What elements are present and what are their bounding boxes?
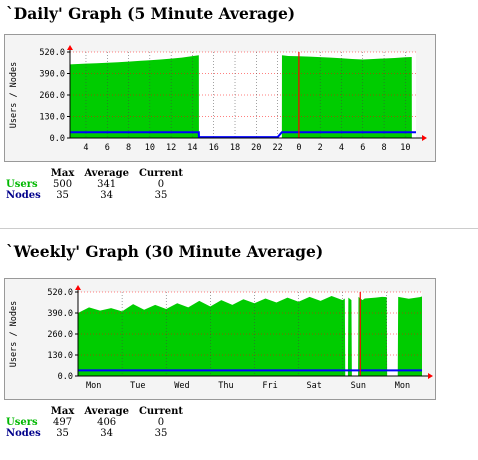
nodes-current: 35 <box>154 190 168 201</box>
x-axis-arrow <box>422 135 427 141</box>
y-axis-label: Users / Nodes <box>9 62 19 129</box>
stats-header-average: Average <box>84 406 129 417</box>
nodes-row-label: Nodes <box>6 428 41 439</box>
stats-header-max: Max <box>50 168 75 179</box>
x-tick-label: 12 <box>166 143 176 153</box>
weekly-stats-table: Max Average Current Users 497 406 0 Node… <box>6 406 188 439</box>
x-tick-label: Sat <box>307 381 322 391</box>
nodes-max: 35 <box>56 428 69 439</box>
x-tick-label: 22 <box>272 143 282 153</box>
nodes-max: 35 <box>56 190 69 201</box>
users-max: 497 <box>53 417 73 428</box>
x-tick-label: 2 <box>318 143 323 153</box>
nodes-row-label: Nodes <box>6 190 41 201</box>
x-tick-label: 16 <box>209 143 219 153</box>
stats-header-average: Average <box>84 168 129 179</box>
users-average: 341 <box>97 179 117 190</box>
y-tick-label: 390.0 <box>39 70 65 80</box>
weekly-graph-chart: 0.0 130.0 260.0 390.0 520.0 Mon Tue Wed Thu Fri Sa… <box>4 278 436 400</box>
users-average: 406 <box>97 417 117 428</box>
x-tick-label: 10 <box>400 143 410 153</box>
users-current: 0 <box>157 179 165 190</box>
nodes-series-line <box>70 131 416 139</box>
users-max: 500 <box>53 179 73 190</box>
users-row-label: Users <box>6 179 38 190</box>
users-series-area <box>70 55 416 138</box>
y-tick-label: 390.0 <box>47 309 73 319</box>
x-tick-label: 14 <box>187 143 197 153</box>
nodes-average: 34 <box>100 428 113 439</box>
y-tick-label: 0.0 <box>58 372 73 382</box>
y-tick-label: 520.0 <box>47 288 73 298</box>
y-tick-label: 260.0 <box>47 330 73 340</box>
stats-header-current: Current <box>138 168 183 179</box>
users-row-label: Users <box>6 417 38 428</box>
section-divider <box>0 228 478 229</box>
y-tick-label: 0.0 <box>50 134 65 144</box>
x-axis-arrow <box>428 373 433 379</box>
y-tick-label: 260.0 <box>39 91 65 101</box>
y-tick-label: 130.0 <box>47 351 73 361</box>
x-tick-label: Mon <box>86 381 101 391</box>
x-tick-label: Tue <box>130 381 145 391</box>
nodes-current: 35 <box>154 428 168 439</box>
x-tick-label: 8 <box>126 143 131 153</box>
x-tick-label: Fri <box>262 381 277 391</box>
daily-graph-title: `Daily' Graph (5 Minute Average) <box>6 4 296 23</box>
x-tick-label: Sun <box>351 381 366 391</box>
x-tick-label: 6 <box>360 143 365 153</box>
x-tick-label: 4 <box>339 143 344 153</box>
stats-header-max: Max <box>50 406 75 417</box>
y-tick-label: 520.0 <box>39 48 65 58</box>
x-tick-label: 10 <box>145 143 155 153</box>
x-tick-label: Wed <box>174 381 189 391</box>
y-axis-label: Users / Nodes <box>9 301 19 368</box>
x-tick-label: Thu <box>218 381 233 391</box>
users-current: 0 <box>157 417 165 428</box>
daily-stats-table: Max Average Current Users 500 341 0 Node… <box>6 168 188 201</box>
nodes-average: 34 <box>100 190 113 201</box>
weekly-graph-title: `Weekly' Graph (30 Minute Average) <box>6 242 324 261</box>
x-tick-label: 18 <box>230 143 240 153</box>
stats-header-current: Current <box>138 406 183 417</box>
x-tick-label: Mon <box>395 381 410 391</box>
x-tick-label: 0 <box>296 143 301 153</box>
stats-header-blank <box>6 406 46 417</box>
x-tick-label: 20 <box>251 143 261 153</box>
x-tick-label: 8 <box>381 143 386 153</box>
y-axis-arrow <box>75 285 81 290</box>
stats-header-blank <box>6 168 46 179</box>
y-axis-arrow <box>67 45 73 50</box>
x-tick-label: 4 <box>83 143 88 153</box>
x-tick-label: 6 <box>105 143 110 153</box>
users-series-area <box>78 296 422 376</box>
y-tick-label: 130.0 <box>39 113 65 123</box>
